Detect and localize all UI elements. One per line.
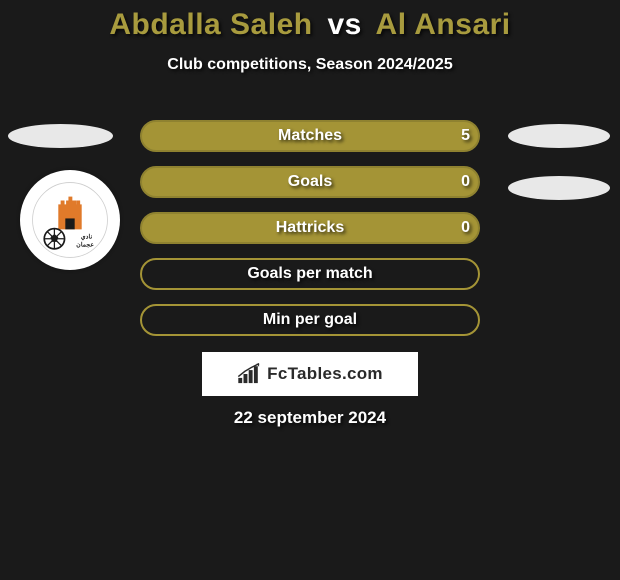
- stat-label: Goals per match: [140, 258, 480, 290]
- player2-badge-placeholder-1: [508, 124, 610, 148]
- page-title: Abdalla Saleh vs Al Ansari: [0, 0, 620, 42]
- fctables-logo-icon: [237, 363, 263, 385]
- comparison-infographic: Abdalla Saleh vs Al Ansari Club competit…: [0, 0, 620, 580]
- stat-row-goals_per_match: Goals per match: [140, 258, 480, 290]
- svg-text:نادي: نادي: [81, 234, 93, 241]
- subtitle: Club competitions, Season 2024/2025: [0, 56, 620, 74]
- svg-text:عجمان: عجمان: [76, 242, 94, 249]
- stat-row-matches: Matches5: [140, 120, 480, 152]
- branding-label: FcTables.com: [267, 364, 383, 384]
- stat-value-right: 0: [461, 166, 470, 198]
- snapshot-date: 22 september 2024: [0, 408, 620, 428]
- player1-name: Abdalla Saleh: [109, 8, 312, 41]
- vs-separator: vs: [327, 8, 361, 41]
- stat-label: Matches: [140, 120, 480, 152]
- stat-value-right: 0: [461, 212, 470, 244]
- stat-label: Goals: [140, 166, 480, 198]
- stat-row-hattricks: Hattricks0: [140, 212, 480, 244]
- stat-label: Hattricks: [140, 212, 480, 244]
- stat-label: Min per goal: [140, 304, 480, 336]
- branding-box: FcTables.com: [202, 352, 418, 396]
- player2-badge-placeholder-2: [508, 176, 610, 200]
- stat-value-right: 5: [461, 120, 470, 152]
- stats-bars: Matches5Goals0Hattricks0Goals per matchM…: [140, 120, 480, 350]
- player2-name: Al Ansari: [376, 8, 511, 41]
- club-logo-icon: نادي عجمان: [31, 181, 109, 259]
- player1-club-logo: نادي عجمان: [20, 170, 120, 270]
- stat-row-goals: Goals0: [140, 166, 480, 198]
- player1-badge-placeholder: [8, 124, 113, 148]
- stat-row-min_per_goal: Min per goal: [140, 304, 480, 336]
